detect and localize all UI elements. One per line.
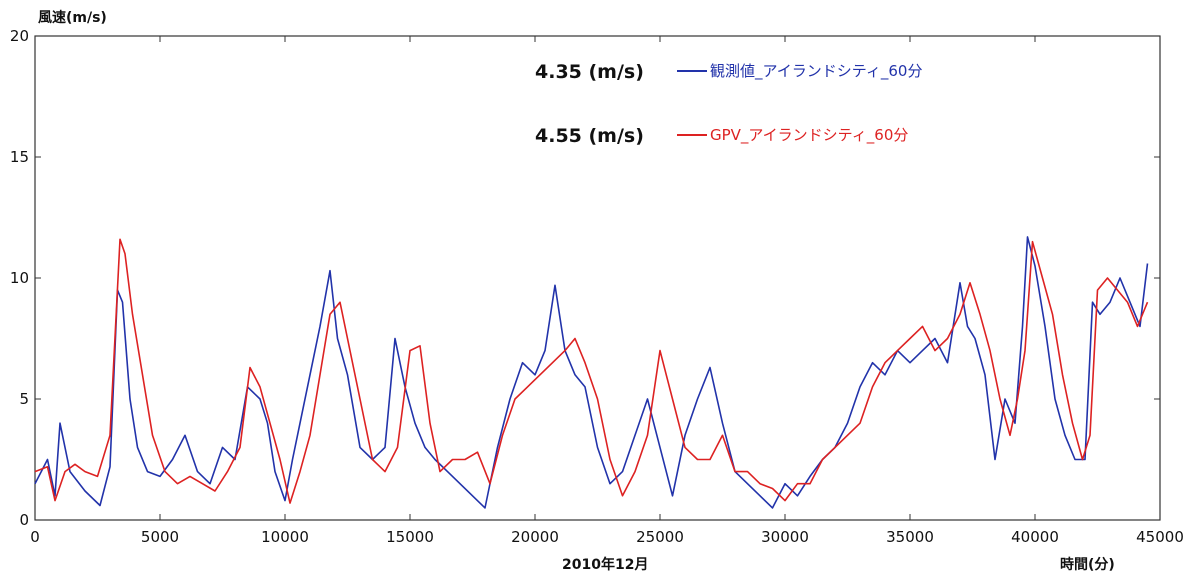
x-tick-label: 45000: [1136, 528, 1184, 546]
x-tick-label: 15000: [386, 528, 434, 546]
x-tick-label: 40000: [1011, 528, 1059, 546]
plot-frame: [34, 35, 1161, 521]
x-axis-sublabel: 2010年12月: [562, 556, 648, 573]
x-tick-label: 30000: [761, 528, 809, 546]
y-tick-label: 20: [10, 27, 29, 45]
axis-ticks: 0 5000 10000 15000 20000 25000 30000 35000 40000…: [10, 27, 1184, 546]
legend: 4.35 (m/s) 観測値_アイランドシティ_60分 4.55 (m/s) G…: [535, 61, 922, 147]
x-tick-label: 35000: [886, 528, 934, 546]
x-tick-label: 5000: [141, 528, 179, 546]
x-tick-label: 10000: [261, 528, 309, 546]
y-axis-label: 風速(m/s): [38, 9, 107, 26]
x-tick-label: 20000: [511, 528, 559, 546]
series-line-gpv: [34, 238, 1149, 504]
legend-mean-value-gpv: 4.55 (m/s): [535, 125, 644, 147]
series-line-observed: [34, 236, 1149, 509]
y-tick-label: 0: [19, 511, 29, 529]
y-tick-label: 5: [19, 390, 29, 408]
legend-mean-value-observed: 4.35 (m/s): [535, 61, 644, 83]
legend-label-observed: 観測値_アイランドシティ_60分: [710, 62, 922, 81]
x-tick-label: 25000: [636, 528, 684, 546]
legend-label-gpv: GPV_アイランドシティ_60分: [710, 126, 908, 145]
y-tick-label: 15: [10, 148, 29, 166]
x-axis-label: 時間(分): [1060, 556, 1115, 573]
series-lines: [34, 236, 1149, 509]
y-tick-label: 10: [10, 269, 29, 287]
x-tick-label: 0: [30, 528, 40, 546]
